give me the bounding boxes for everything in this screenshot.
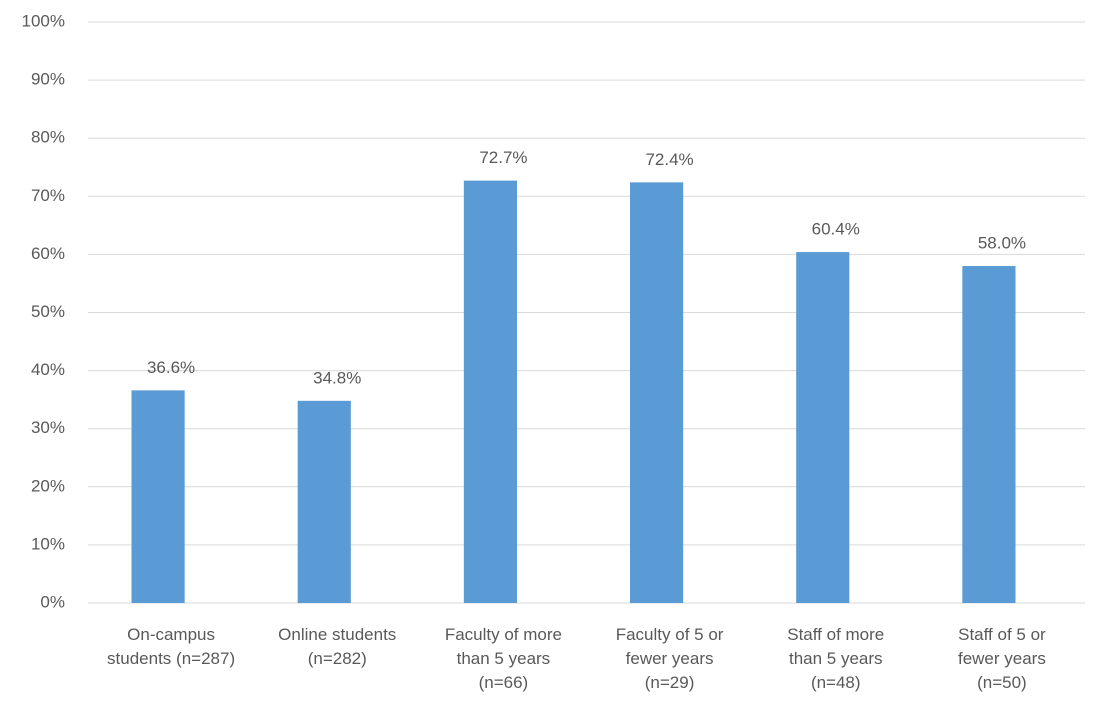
data-label: 34.8% xyxy=(313,368,361,387)
bar xyxy=(629,182,684,603)
y-tick-label: 30% xyxy=(31,418,65,437)
bar xyxy=(463,180,518,603)
y-tick-label: 90% xyxy=(31,70,65,89)
y-tick-label: 70% xyxy=(31,186,65,205)
y-tick-label: 40% xyxy=(31,360,65,379)
y-tick-label: 60% xyxy=(31,244,65,263)
y-tick-label: 100% xyxy=(22,11,65,30)
y-tick-label: 0% xyxy=(40,592,65,611)
x-tick-label: Staff of 5 or fewer years (n=50) xyxy=(957,625,1046,692)
y-tick-label: 20% xyxy=(31,476,65,495)
x-tick-label: Faculty of more than 5 years (n=66) xyxy=(444,625,562,692)
bar xyxy=(796,252,850,604)
x-tick-label: Staff of more than 5 years (n=48) xyxy=(787,625,885,692)
y-tick-label: 80% xyxy=(31,128,65,147)
data-label: 36.6% xyxy=(147,358,195,377)
bar xyxy=(297,400,351,603)
y-tick-label: 10% xyxy=(31,534,65,553)
bar xyxy=(962,266,1016,603)
bar xyxy=(131,390,185,603)
data-label: 58.0% xyxy=(978,234,1026,253)
x-tick-label: Faculty of 5 or fewer years (n=29) xyxy=(615,625,724,692)
data-label: 60.4% xyxy=(812,220,860,239)
data-label: 72.4% xyxy=(645,150,693,169)
x-tick-label: On-campus students (n=287) xyxy=(107,625,236,668)
x-tick-label: Online students (n=282) xyxy=(278,625,397,668)
data-label: 72.7% xyxy=(479,148,527,167)
y-tick-label: 50% xyxy=(31,302,65,321)
